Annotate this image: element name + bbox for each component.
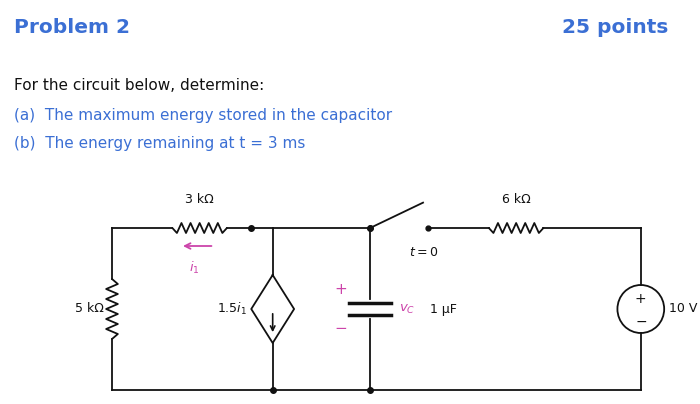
- Text: 1 μF: 1 μF: [430, 303, 457, 316]
- Text: $1.5i_1$: $1.5i_1$: [217, 301, 247, 317]
- Text: 5 kΩ: 5 kΩ: [76, 303, 104, 316]
- Text: +: +: [335, 282, 347, 297]
- Text: 10 V: 10 V: [669, 303, 697, 316]
- Text: $i_1$: $i_1$: [190, 260, 200, 276]
- Text: $-$: $-$: [635, 314, 647, 328]
- Text: (a)  The maximum energy stored in the capacitor: (a) The maximum energy stored in the cap…: [13, 108, 392, 123]
- Text: Problem 2: Problem 2: [13, 18, 130, 37]
- Text: For the circuit below, determine:: For the circuit below, determine:: [13, 78, 264, 93]
- Text: 3 kΩ: 3 kΩ: [186, 193, 214, 206]
- Text: $-$: $-$: [335, 319, 347, 334]
- Text: 6 kΩ: 6 kΩ: [502, 193, 531, 206]
- Text: (b)  The energy remaining at t = 3 ms: (b) The energy remaining at t = 3 ms: [13, 136, 305, 151]
- Text: +: +: [635, 292, 647, 306]
- Text: $t = 0$: $t = 0$: [409, 246, 438, 259]
- Text: 25 points: 25 points: [561, 18, 668, 37]
- Text: $v_C$: $v_C$: [399, 303, 416, 316]
